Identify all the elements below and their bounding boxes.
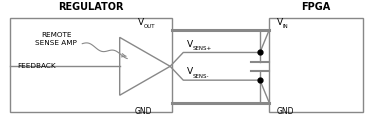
Text: SENS+: SENS+ (193, 46, 212, 51)
Text: V: V (187, 40, 193, 49)
Text: OUT: OUT (144, 24, 156, 29)
Text: REGULATOR: REGULATOR (58, 2, 124, 12)
Text: FEEDBACK: FEEDBACK (18, 63, 56, 69)
Bar (10, 18, 172, 112)
Text: SENS-: SENS- (193, 74, 209, 79)
Text: GND: GND (135, 107, 152, 116)
Text: GND: GND (277, 107, 294, 116)
Text: IN: IN (282, 24, 288, 29)
Text: V: V (277, 18, 283, 27)
Bar (269, 18, 363, 112)
Text: V: V (138, 18, 144, 27)
Polygon shape (120, 37, 170, 95)
Text: FPGA: FPGA (301, 2, 331, 12)
Text: REMOTE
SENSE AMP: REMOTE SENSE AMP (35, 32, 77, 46)
Text: V: V (187, 67, 193, 76)
